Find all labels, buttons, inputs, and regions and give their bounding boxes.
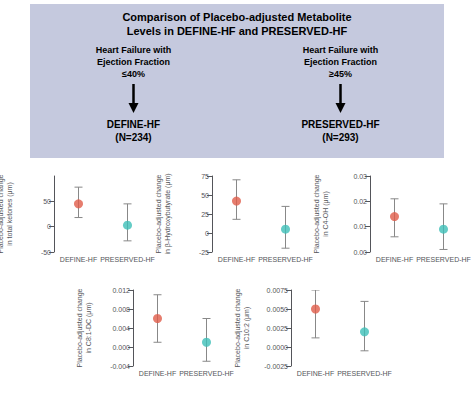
svg-text:Ejection Fraction: Ejection Fraction: [304, 57, 377, 67]
svg-text:(N=234): (N=234): [115, 132, 151, 143]
svg-text:0.0075: 0.0075: [267, 287, 289, 294]
svg-text:0.00: 0.00: [353, 249, 367, 256]
svg-text:0.008: 0.008: [112, 306, 130, 313]
svg-text:in total ketones (μm): in total ketones (μm): [6, 182, 14, 246]
svg-text:Placebo-adjusted change: Placebo-adjusted change: [155, 174, 163, 253]
svg-text:Comparison of Placebo-adjusted: Comparison of Placebo-adjusted Metabolit…: [122, 11, 351, 23]
svg-text:0.0025: 0.0025: [267, 325, 289, 332]
svg-text:(N=293): (N=293): [322, 132, 358, 143]
svg-text:≥45%: ≥45%: [329, 69, 352, 79]
svg-text:DEFINE-HF: DEFINE-HF: [297, 370, 334, 377]
svg-text:PRESERVED-HF: PRESERVED-HF: [100, 256, 155, 263]
svg-text:DEFINE-HF: DEFINE-HF: [218, 256, 255, 263]
svg-text:25: 25: [201, 211, 209, 218]
svg-text:0: 0: [47, 223, 51, 230]
svg-text:PRESERVED-HF: PRESERVED-HF: [179, 370, 234, 377]
svg-text:50: 50: [43, 198, 51, 205]
svg-text:Placebo-adjusted change: Placebo-adjusted change: [313, 174, 321, 253]
svg-text:0.0000: 0.0000: [267, 344, 289, 351]
svg-text:PRESERVED-HF: PRESERVED-HF: [416, 256, 471, 263]
svg-text:0.02: 0.02: [353, 198, 367, 205]
svg-text:Heart Failure with: Heart Failure with: [303, 45, 379, 55]
svg-text:-50: -50: [41, 249, 51, 256]
svg-text:DEFINE-HF: DEFINE-HF: [376, 256, 413, 263]
svg-text:-0.0025: -0.0025: [264, 363, 288, 370]
svg-text:-25: -25: [199, 249, 209, 256]
svg-text:0.01: 0.01: [353, 223, 367, 230]
svg-text:0.03: 0.03: [353, 173, 367, 180]
svg-text:0.012: 0.012: [112, 287, 130, 294]
svg-text:PRESERVED-HF: PRESERVED-HF: [301, 119, 379, 130]
svg-text:DEFINE-HF: DEFINE-HF: [60, 256, 97, 263]
svg-text:Heart Failure with: Heart Failure with: [96, 45, 172, 55]
svg-text:0: 0: [205, 230, 209, 237]
svg-text:Placebo-adjusted change: Placebo-adjusted change: [234, 288, 242, 367]
svg-text:in C10:2 (μm): in C10:2 (μm): [243, 307, 251, 350]
svg-text:0.000: 0.000: [112, 344, 130, 351]
svg-text:in C4-OH (μm): in C4-OH (μm): [322, 191, 330, 237]
svg-text:50: 50: [201, 192, 209, 199]
svg-text:75: 75: [201, 173, 209, 180]
svg-text:in β-Hydroxybutyrate (μm): in β-Hydroxybutyrate (μm): [164, 173, 172, 254]
svg-text:Placebo-adjusted change: Placebo-adjusted change: [0, 174, 5, 253]
svg-text:DEFINE-HF: DEFINE-HF: [107, 119, 160, 130]
svg-text:in C8:1-DC (μm): in C8:1-DC (μm): [85, 302, 93, 353]
svg-text:PRESERVED-HF: PRESERVED-HF: [337, 370, 392, 377]
svg-text:PRESERVED-HF: PRESERVED-HF: [258, 256, 313, 263]
svg-text:0.0050: 0.0050: [267, 306, 289, 313]
svg-text:Ejection Fraction: Ejection Fraction: [97, 57, 170, 67]
svg-text:Placebo-adjusted change: Placebo-adjusted change: [76, 288, 84, 367]
svg-text:Levels in DEFINE-HF and PRESER: Levels in DEFINE-HF and PRESERVED-HF: [127, 25, 348, 37]
svg-text:0.004: 0.004: [112, 325, 130, 332]
svg-text:-0.004: -0.004: [110, 363, 130, 370]
svg-text:≤40%: ≤40%: [122, 69, 145, 79]
svg-text:DEFINE-HF: DEFINE-HF: [139, 370, 176, 377]
